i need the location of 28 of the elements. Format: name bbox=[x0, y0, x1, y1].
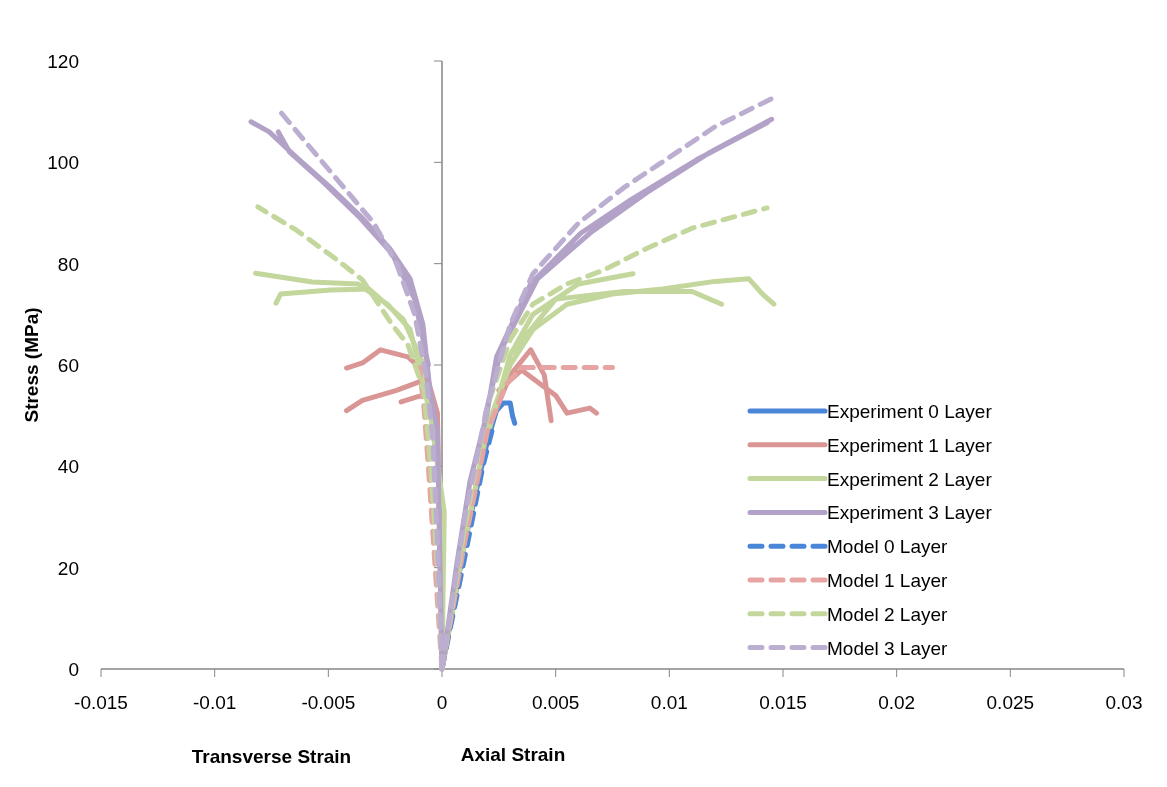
x-tick-label: 0 bbox=[436, 692, 448, 713]
legend-label: Model 2 Layer bbox=[827, 603, 949, 625]
legend-label: Model 0 Layer bbox=[827, 536, 949, 558]
y-tick-label: 60 bbox=[57, 355, 79, 376]
x-tick-label: -0.01 bbox=[193, 692, 237, 713]
y-tick-label: 100 bbox=[47, 152, 79, 174]
legend-label: Model 3 Layer bbox=[827, 637, 949, 659]
x-tick-label: 0.015 bbox=[759, 692, 807, 713]
legend-label: Experiment 0 Layer bbox=[827, 401, 993, 422]
y-tick-label: 120 bbox=[47, 51, 79, 72]
legend-label: Model 1 Layer bbox=[827, 570, 949, 591]
y-tick-label: 80 bbox=[57, 253, 79, 275]
x-tick-label: -0.015 bbox=[74, 692, 128, 713]
x-tick-label: 0.02 bbox=[878, 692, 916, 713]
text: Transverse Strain bbox=[191, 746, 352, 767]
legend-label: Experiment 2 Layer bbox=[827, 468, 993, 490]
legend-label: Experiment 3 Layer bbox=[827, 502, 993, 524]
x-tick-label: -0.005 bbox=[301, 692, 356, 713]
y-tick-label: 20 bbox=[57, 557, 79, 579]
y-tick-label: 0 bbox=[68, 659, 79, 680]
x-tick-label: 0.005 bbox=[531, 692, 580, 713]
x-tick-label: 0.03 bbox=[1105, 692, 1143, 713]
x-tick-label: 0.01 bbox=[650, 692, 688, 713]
x-tick-label: 0.025 bbox=[986, 692, 1035, 713]
y-tick-label: 40 bbox=[57, 456, 79, 478]
y-axis-title: Stress (MPa) bbox=[21, 307, 42, 423]
x-axis-title: Axial Strain bbox=[460, 744, 566, 765]
legend-label: Experiment 1 Layer bbox=[827, 434, 993, 456]
